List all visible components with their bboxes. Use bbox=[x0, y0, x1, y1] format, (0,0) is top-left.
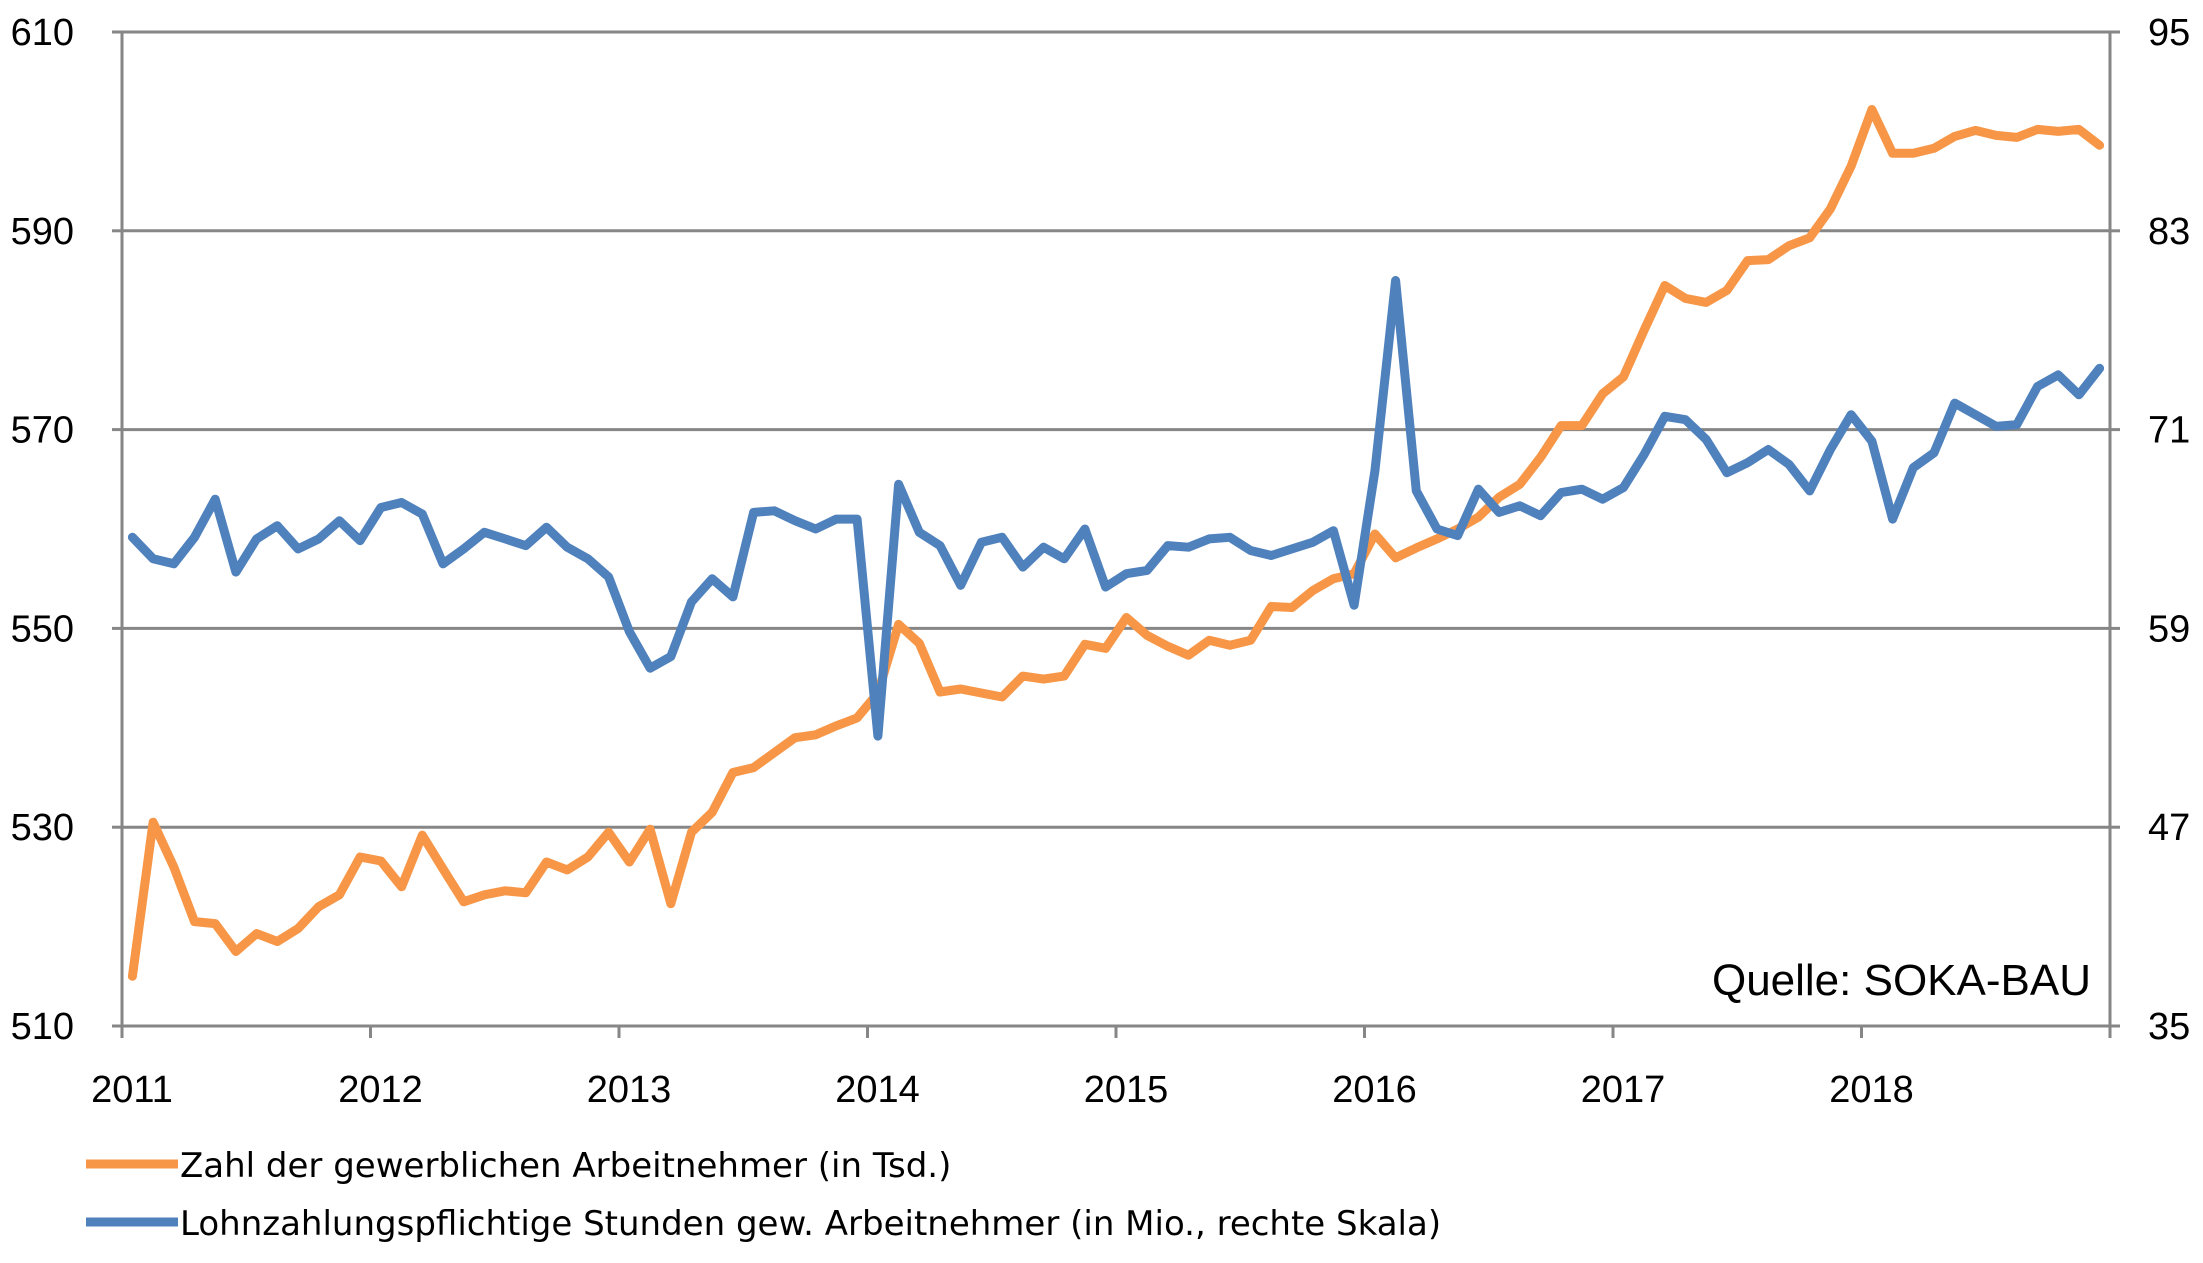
legend: Zahl der gewerblichen Arbeitnehmer (in T… bbox=[86, 1146, 1441, 1244]
y-left-tick-label: 510 bbox=[11, 1006, 74, 1048]
y-right-tick-label: 59 bbox=[2148, 608, 2190, 650]
y-left-tick-labels: 510 530 550 570 590 610 bbox=[11, 12, 122, 1048]
series-line-1 bbox=[127, 276, 2105, 741]
y-left-tick-label: 550 bbox=[11, 608, 74, 650]
x-tick-label: 2012 bbox=[338, 1069, 423, 1111]
legend-entry-hours: Lohnzahlungspflichtige Stunden gew. Arbe… bbox=[86, 1204, 1441, 1244]
gridlines bbox=[122, 30, 2110, 829]
y-left-tick-label: 570 bbox=[11, 410, 74, 452]
series-lines bbox=[127, 105, 2105, 981]
y-right-tick-label: 83 bbox=[2148, 211, 2190, 253]
x-tick-label: 2011 bbox=[91, 1069, 173, 1111]
x-tick-label: 2018 bbox=[1829, 1069, 1914, 1111]
x-tick-label: 2013 bbox=[587, 1069, 672, 1111]
y-right-tick-label: 95 bbox=[2148, 12, 2190, 54]
y-right-tick-label: 35 bbox=[2148, 1006, 2190, 1048]
x-tick-label: 2015 bbox=[1084, 1069, 1169, 1111]
x-tick-label: 2016 bbox=[1332, 1069, 1417, 1111]
y-right-tick-label: 71 bbox=[2148, 410, 2190, 452]
legend-label-hours: Lohnzahlungspflichtige Stunden gew. Arbe… bbox=[180, 1204, 1441, 1244]
y-left-tick-label: 590 bbox=[11, 211, 74, 253]
y-right-tick-label: 47 bbox=[2148, 807, 2190, 849]
x-tick-label: 2014 bbox=[835, 1069, 920, 1111]
series-line-0 bbox=[127, 105, 2105, 981]
y-left-tick-label: 530 bbox=[11, 807, 74, 849]
x-tick-label: 2017 bbox=[1581, 1069, 1666, 1111]
legend-label-workers: Zahl der gewerblichen Arbeitnehmer (in T… bbox=[180, 1146, 951, 1186]
legend-entry-workers: Zahl der gewerblichen Arbeitnehmer (in T… bbox=[86, 1146, 951, 1186]
y-right-tick-labels: 35 47 59 71 83 95 bbox=[2110, 12, 2190, 1048]
source-annotation: Quelle: SOKA-BAU bbox=[1712, 956, 2091, 1005]
y-left-tick-label: 610 bbox=[11, 12, 74, 54]
x-tick-labels: 2011 2012 2013 2014 2015 2016 2017 2018 bbox=[91, 1026, 2112, 1111]
